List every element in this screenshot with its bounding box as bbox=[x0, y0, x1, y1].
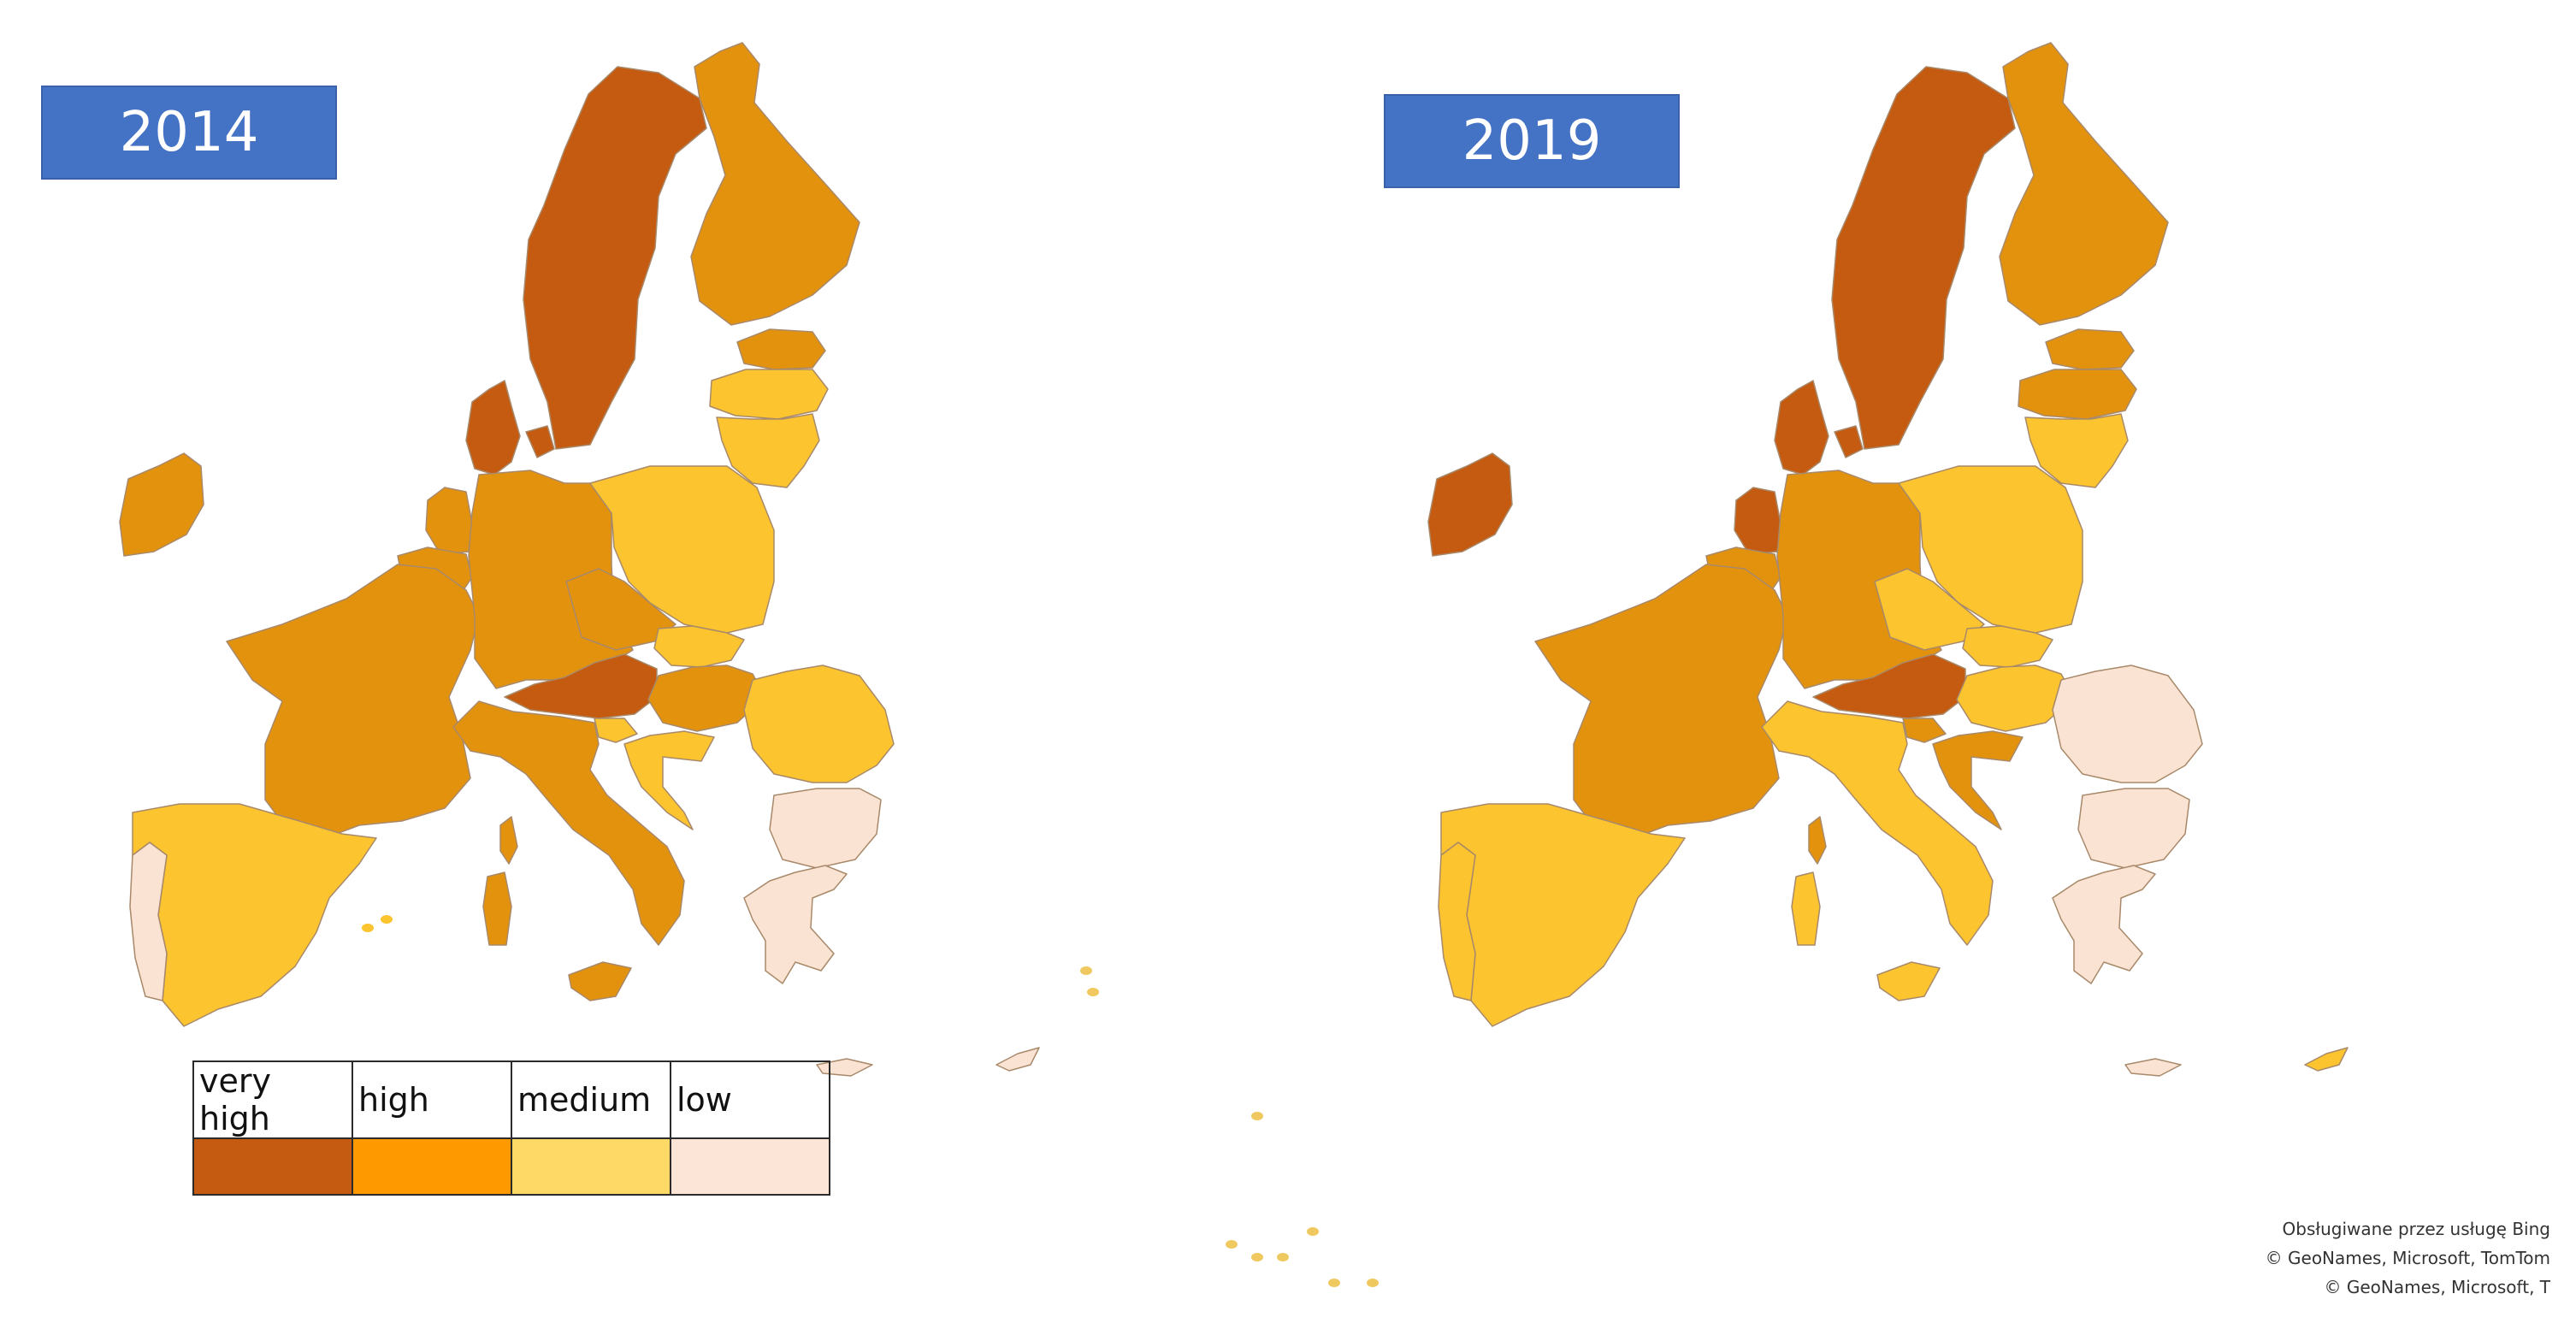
island-dot bbox=[1328, 1279, 1340, 1287]
region-lv-2019 bbox=[2018, 369, 2137, 420]
region-lv-2014 bbox=[709, 369, 829, 420]
legend-label-low: low bbox=[670, 1060, 830, 1139]
region-cy-2019 bbox=[2304, 1047, 2349, 1072]
region-pl-2014 bbox=[589, 465, 775, 634]
region-si-2019 bbox=[1902, 718, 1947, 743]
region-cz-2014 bbox=[565, 568, 676, 651]
region-lt-2014 bbox=[716, 413, 820, 488]
region-pt-2014 bbox=[129, 842, 168, 1001]
region-dk-2019 bbox=[1774, 380, 1864, 476]
legend-swatch-low bbox=[670, 1137, 830, 1196]
region-sicily-2014 bbox=[568, 961, 632, 1001]
region-it-2014 bbox=[452, 700, 685, 946]
region-ro-2014 bbox=[743, 665, 895, 783]
legend: very high high medium low bbox=[192, 1060, 830, 1196]
region-se-2014 bbox=[523, 66, 707, 450]
region-fr-2019 bbox=[1534, 564, 1788, 839]
island-dot bbox=[1251, 1253, 1263, 1261]
region-pl-2019 bbox=[1898, 465, 2083, 634]
legend-swatch-high bbox=[352, 1137, 512, 1196]
region-nl-2014 bbox=[425, 487, 473, 555]
credits-line-1: Obsługiwane przez usługę Bing bbox=[2282, 1219, 2550, 1239]
year-label-2014: 2014 bbox=[41, 86, 337, 180]
region-gr-2019 bbox=[2052, 865, 2182, 1077]
legend-label-very-high: very high bbox=[192, 1060, 353, 1139]
region-cz-2019 bbox=[1874, 568, 1985, 651]
map-2014 bbox=[119, 42, 1040, 1077]
credits-line-2: © GeoNames, Microsoft, TomTom bbox=[2265, 1248, 2550, 1268]
region-ee-2014 bbox=[736, 328, 826, 370]
island-dot bbox=[381, 915, 393, 924]
island-dot bbox=[1087, 988, 1099, 996]
region-corsica-2014 bbox=[499, 816, 518, 865]
island-dot bbox=[1277, 1253, 1289, 1261]
map-credits: Obsługiwane przez usługę Bing © GeoNames… bbox=[2266, 1214, 2550, 1302]
region-fi-2014 bbox=[690, 42, 860, 326]
region-sicily-2019 bbox=[1876, 961, 1941, 1001]
region-es-2019 bbox=[1440, 803, 1686, 1027]
region-lt-2019 bbox=[2024, 413, 2129, 488]
map-2019 bbox=[1427, 42, 2349, 1077]
region-bg-2019 bbox=[2077, 788, 2190, 869]
island-dot bbox=[1367, 1279, 1379, 1287]
region-sk-2019 bbox=[1962, 625, 2053, 668]
region-it-2019 bbox=[1761, 700, 1994, 946]
credits-line-3: © GeoNames, Microsoft, T bbox=[2324, 1277, 2550, 1297]
region-se-2019 bbox=[1831, 66, 2016, 450]
region-bg-2014 bbox=[769, 788, 882, 869]
island-dot bbox=[1307, 1227, 1319, 1236]
region-hr-2019 bbox=[1932, 730, 2024, 830]
region-gr-2014 bbox=[743, 865, 873, 1077]
island-dot bbox=[1226, 1240, 1238, 1249]
legend-label-high: high bbox=[352, 1060, 512, 1139]
region-fi-2019 bbox=[1999, 42, 2169, 326]
legend-swatch-medium bbox=[511, 1137, 671, 1196]
region-sardinia-2014 bbox=[482, 871, 512, 946]
region-ie-2019 bbox=[1427, 452, 1513, 557]
region-es-2014 bbox=[132, 803, 377, 1027]
region-sk-2014 bbox=[653, 625, 745, 668]
region-fr-2014 bbox=[226, 564, 480, 839]
legend-label-medium: medium bbox=[511, 1060, 671, 1139]
region-pt-2019 bbox=[1438, 842, 1476, 1001]
region-ro-2019 bbox=[2052, 665, 2203, 783]
region-hr-2014 bbox=[623, 730, 715, 830]
region-dk-2014 bbox=[465, 380, 555, 476]
region-corsica-2019 bbox=[1808, 816, 1827, 865]
region-cy-2014 bbox=[996, 1047, 1040, 1072]
region-ee-2019 bbox=[2045, 328, 2135, 370]
island-dot bbox=[1251, 1112, 1263, 1120]
legend-swatch-very-high bbox=[192, 1137, 353, 1196]
region-sardinia-2019 bbox=[1791, 871, 1821, 946]
region-si-2014 bbox=[594, 718, 638, 743]
region-nl-2019 bbox=[1734, 487, 1781, 555]
year-label-2019: 2019 bbox=[1384, 94, 1680, 188]
island-dot bbox=[1080, 966, 1092, 975]
region-ie-2014 bbox=[119, 452, 204, 557]
island-dot bbox=[362, 924, 374, 932]
